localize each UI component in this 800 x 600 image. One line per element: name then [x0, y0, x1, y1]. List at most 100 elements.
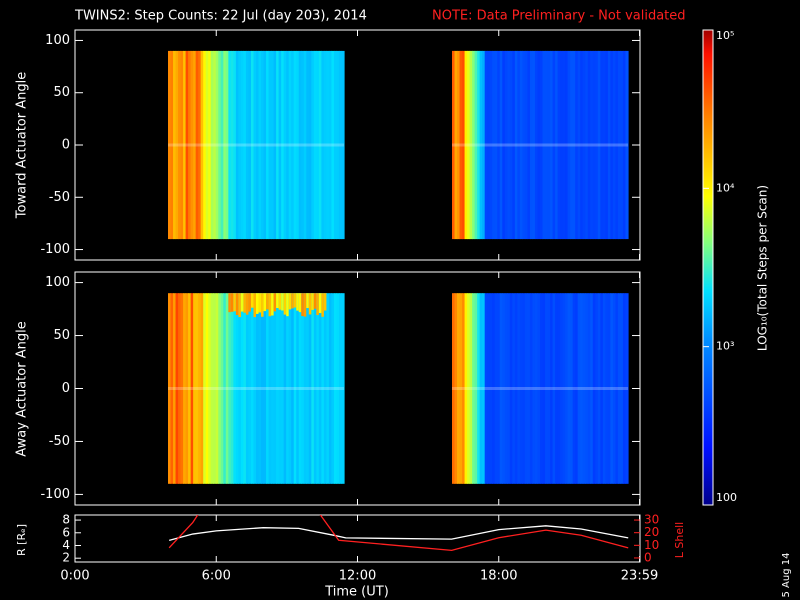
- spectrogram-stripe: [454, 293, 458, 484]
- spectrogram-stripe: [311, 50, 315, 240]
- spectrogram-stripe: [316, 293, 320, 484]
- spectrogram-stripe: [459, 293, 463, 484]
- spectrogram-stripe: [625, 293, 629, 484]
- spectrogram-stripe: [590, 293, 594, 484]
- spectrogram-stripe: [220, 293, 224, 484]
- spectrogram-stripe: [240, 50, 245, 240]
- spectrogram-stripe: [527, 50, 531, 240]
- spectrogram-stripe: [245, 293, 250, 484]
- spectrogram-stripe: [532, 50, 536, 240]
- spectrogram-stripe: [494, 293, 498, 484]
- spectrogram-stripe: [607, 293, 611, 484]
- spectrogram-stripe: [313, 293, 317, 484]
- spectrogram-stripe: [296, 50, 300, 240]
- spectrogram-stripe: [316, 293, 320, 316]
- spectrogram-stripe: [208, 293, 212, 484]
- spectrogram-stripe: [205, 293, 209, 484]
- spectrogram-stripe: [545, 293, 549, 484]
- spectrogram-stripe: [560, 50, 564, 240]
- y-tick-label: 0: [62, 138, 70, 153]
- spectrogram-stripe: [261, 293, 265, 484]
- spectrogram-stripe: [243, 50, 247, 240]
- spectrogram-stripe: [517, 50, 521, 240]
- spectrogram-stripe: [499, 293, 503, 484]
- spectrogram-stripe: [233, 293, 237, 312]
- spectrogram-stripe: [278, 293, 282, 310]
- spectrogram-stripe: [534, 50, 539, 240]
- spectrogram-stripe: [582, 50, 586, 240]
- spectrogram-stripe: [517, 293, 521, 484]
- spectrogram-stripe: [610, 293, 614, 484]
- spectrogram-stripe: [341, 293, 345, 484]
- spectrogram-stripe: [223, 293, 227, 484]
- spectrogram-stripe: [178, 293, 182, 484]
- spectrogram-stripe: [208, 50, 212, 240]
- spectrogram-stripe: [170, 50, 174, 240]
- spectrogram-stripe: [582, 293, 586, 484]
- spectrogram-stripe: [487, 50, 491, 240]
- spectrogram-stripe: [457, 293, 461, 484]
- spectrogram-stripe: [331, 50, 335, 240]
- spectrogram-stripe: [293, 293, 297, 484]
- spectrogram-stripe: [273, 50, 277, 240]
- spectrogram-stripe: [462, 293, 466, 484]
- y-tick-label: 4: [62, 538, 70, 552]
- spectrogram-stripe: [218, 50, 222, 240]
- spectrogram-stripe: [502, 293, 506, 484]
- spectrogram-stripe: [253, 50, 257, 240]
- spectrogram-stripe: [605, 293, 609, 484]
- spectrogram-stripe: [258, 293, 262, 484]
- spectrogram-stripe: [268, 293, 272, 484]
- spectrogram-stripe: [225, 50, 229, 240]
- spectrogram-stripe: [215, 293, 219, 484]
- spectrogram-stripe: [469, 50, 473, 240]
- spectrogram-stripe: [527, 293, 531, 484]
- spectrogram-stripe: [190, 50, 194, 240]
- spectrogram-stripe: [504, 50, 508, 240]
- spectrogram-stripe: [248, 50, 252, 240]
- spectrogram-stripe: [484, 293, 488, 484]
- spectrogram-stripe: [509, 293, 513, 484]
- spectrogram-stripe: [303, 293, 307, 484]
- spectrogram-stripe: [271, 293, 275, 316]
- spectrogram-stripe: [552, 293, 556, 484]
- spectrogram-stripe: [469, 293, 473, 484]
- spectrogram-stripe: [298, 293, 302, 484]
- spectrogram-stripe: [532, 293, 536, 484]
- spectrogram-stripe: [180, 50, 184, 240]
- spectrogram-stripe: [318, 50, 322, 240]
- spectrogram-stripe: [567, 50, 571, 240]
- spectrogram-stripe: [175, 293, 179, 484]
- y-tick-label: -50: [49, 190, 70, 205]
- spectrogram-stripe: [620, 50, 624, 240]
- spectrogram-stripe: [457, 50, 461, 240]
- spectrogram-stripe: [592, 50, 596, 240]
- spectrogram-stripe: [291, 293, 295, 484]
- spectrogram-stripe: [313, 50, 317, 240]
- spectrogram-stripe: [524, 50, 529, 240]
- spectrogram-stripe: [298, 50, 302, 240]
- spectrogram-stripe: [313, 293, 317, 309]
- spectrogram-stripe: [610, 50, 614, 240]
- spectrogram-stripe: [318, 293, 322, 484]
- spectrogram-stripe: [311, 293, 315, 484]
- y-axis-label: Away Actuator Angle: [15, 321, 30, 456]
- y-tick-label: -50: [49, 434, 70, 449]
- spectrogram-stripe: [522, 50, 526, 240]
- y2-tick-label: 30: [644, 513, 659, 527]
- spectrogram-stripe: [306, 293, 310, 309]
- colorbar: [702, 29, 714, 506]
- spectrogram-stripe: [323, 50, 327, 240]
- spectrogram-stripe: [263, 293, 267, 484]
- spectrogram-stripe: [238, 293, 242, 318]
- spectrogram-stripe: [306, 293, 310, 484]
- y-tick-label: -100: [40, 242, 70, 257]
- spectrogram-stripe: [253, 293, 257, 484]
- spectrogram-stripe: [467, 293, 471, 484]
- spectrogram-stripe: [228, 293, 232, 313]
- spectrogram-stripe: [595, 50, 599, 240]
- spectrogram-stripe: [338, 50, 343, 240]
- date-stamp: 5 Aug 14: [781, 553, 792, 598]
- y-axis-label: R [Rₑ]: [15, 524, 28, 556]
